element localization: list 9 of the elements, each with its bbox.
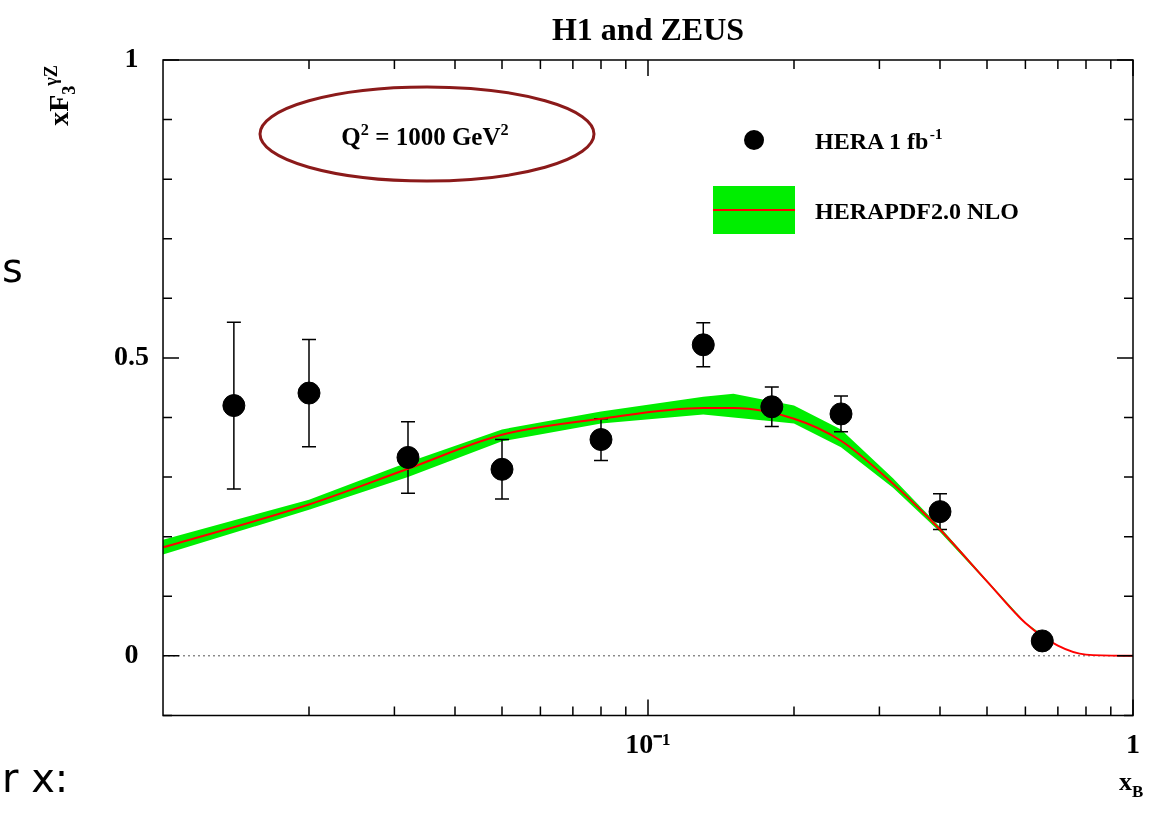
y-tick-label: 0.5 [114, 340, 149, 372]
y-axis-title: xF3γZ [40, 65, 79, 126]
x-tick-label: 10⁻¹ [625, 728, 671, 760]
text: s [2, 245, 23, 291]
y-tick-label: 1 [124, 42, 139, 74]
chart-title: H1 and ZEUS [551, 11, 745, 47]
y-tick-label: 0 [124, 638, 139, 670]
text: r x: [2, 755, 69, 801]
legend-label: HERAPDF2.0 NLO [815, 198, 1019, 224]
